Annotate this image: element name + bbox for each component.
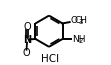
Text: O: O — [23, 22, 31, 32]
Text: HCl: HCl — [41, 53, 59, 64]
Text: 3: 3 — [78, 19, 83, 25]
Text: 2: 2 — [78, 38, 82, 44]
Text: O: O — [23, 48, 30, 58]
Text: NH: NH — [73, 35, 86, 43]
Text: N: N — [23, 35, 31, 45]
Text: CH: CH — [74, 16, 87, 25]
Text: O: O — [70, 16, 77, 25]
